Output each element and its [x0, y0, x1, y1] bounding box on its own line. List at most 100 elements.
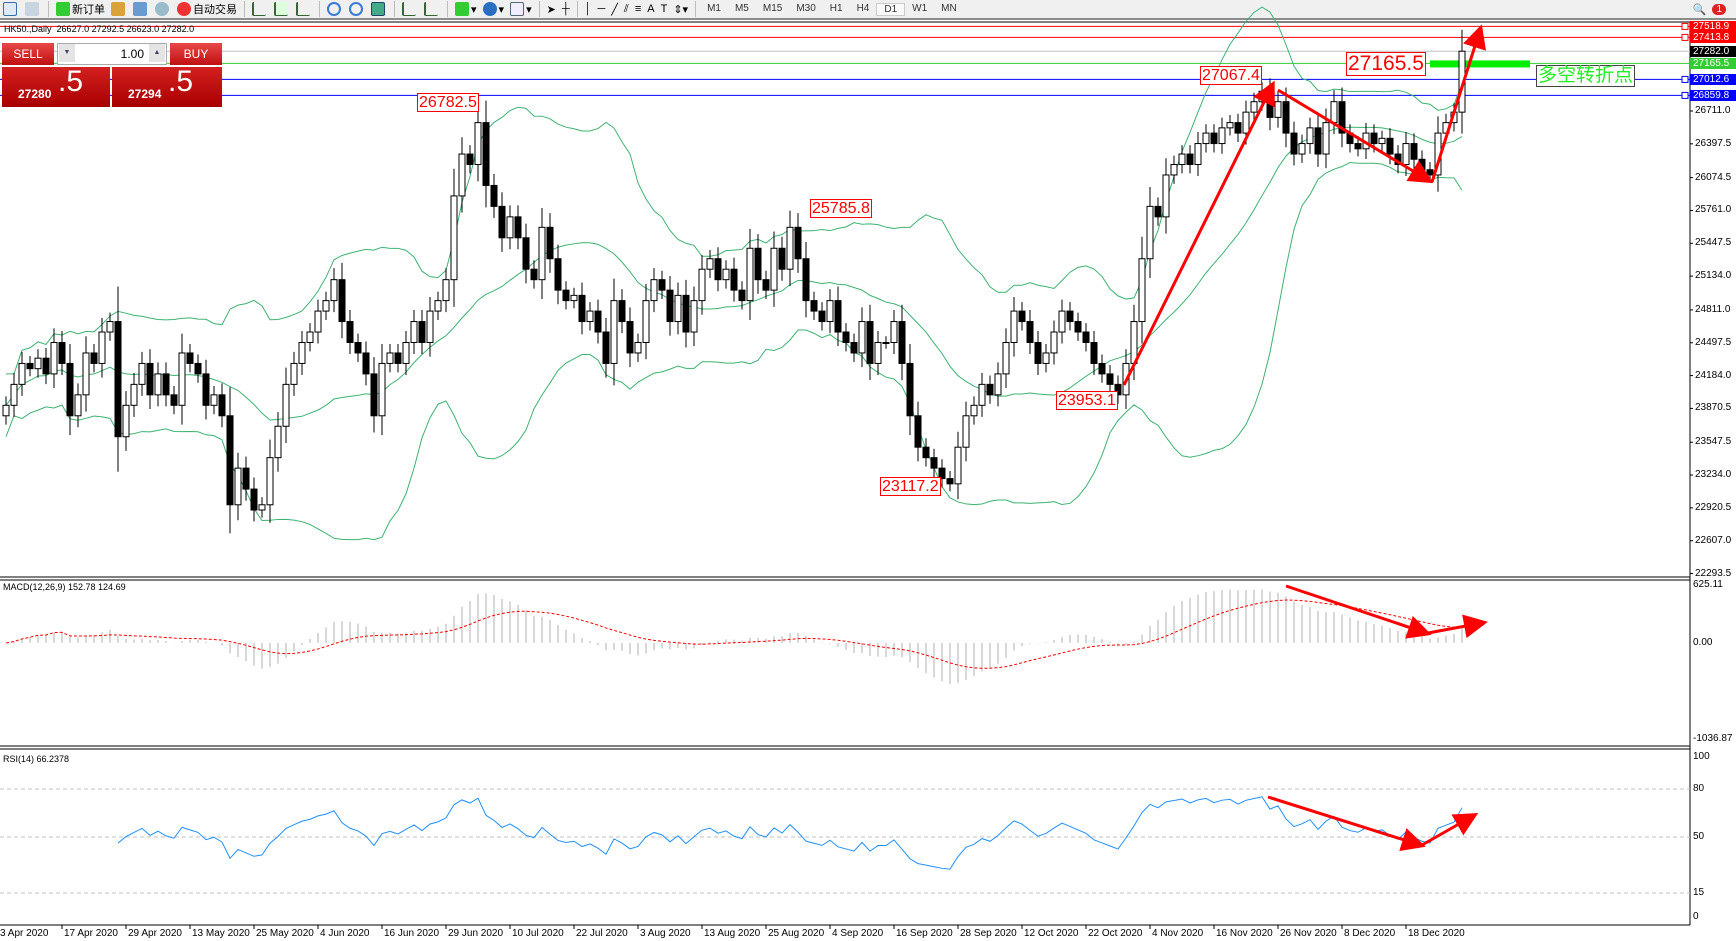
- candle-bear: [90, 352, 98, 364]
- channel-button[interactable]: ⫽: [624, 0, 629, 18]
- date-label: 13 May 2020: [192, 928, 250, 939]
- candle-bull: [234, 467, 242, 506]
- lot-increase-button[interactable]: ▲: [149, 44, 165, 62]
- search-button[interactable]: 🔍: [1693, 0, 1707, 18]
- sell-price[interactable]: 27280 .5: [2, 65, 110, 107]
- indicators-button[interactable]: ▾: [455, 0, 477, 18]
- candle-bull: [858, 321, 866, 354]
- date-label: 29 Jun 2020: [448, 928, 504, 939]
- candle-bull: [2, 404, 10, 417]
- line-chart-button[interactable]: [296, 0, 312, 18]
- candlestick-icon: [274, 2, 288, 16]
- timeframe-d1[interactable]: D1: [876, 2, 906, 16]
- candle-bear: [242, 467, 250, 490]
- autoscroll-icon: [424, 2, 438, 16]
- zoom-in-button[interactable]: [327, 0, 343, 18]
- candle-bear: [226, 415, 234, 506]
- text-button[interactable]: A: [647, 0, 654, 18]
- candle-bear: [1426, 169, 1434, 176]
- notifications-button[interactable]: 1: [1712, 0, 1726, 18]
- navigator-button[interactable]: [25, 0, 41, 18]
- macd-label: MACD(12,26,9) 152.78 124.69: [3, 582, 126, 592]
- buy-price[interactable]: 27294 .5: [112, 65, 222, 107]
- timeframe-w1[interactable]: W1: [912, 2, 928, 14]
- candle-bear: [1370, 132, 1378, 145]
- vertical-line-button[interactable]: │: [585, 0, 592, 18]
- bb-upper: [6, 6, 1463, 375]
- experts-button[interactable]: [111, 0, 127, 18]
- candle-bear: [522, 237, 530, 270]
- lot-size-input[interactable]: 1.00: [57, 43, 167, 65]
- price-label-high1[interactable]: 26782.5: [417, 93, 479, 112]
- cursor-icon: ➤: [546, 3, 556, 16]
- timeframe-mn[interactable]: MN: [941, 2, 957, 14]
- candle-bull: [330, 279, 338, 302]
- arrows-button[interactable]: ⇕▾: [673, 0, 688, 18]
- crosshair-button[interactable]: ┼: [562, 0, 570, 18]
- candle-bull: [34, 357, 42, 370]
- fibonacci-button[interactable]: ≡: [635, 0, 641, 18]
- horizontal-line-button[interactable]: ─: [597, 0, 605, 18]
- timeframe-m1[interactable]: M1: [707, 2, 721, 14]
- timeframe-m15[interactable]: M15: [762, 2, 783, 14]
- bar-chart-button[interactable]: [252, 0, 268, 18]
- rsi-tick: 80: [1693, 783, 1705, 794]
- candle-bull: [386, 352, 394, 364]
- candle-bull: [954, 446, 962, 485]
- sell-button[interactable]: SELL: [2, 43, 54, 65]
- candle-bull: [122, 404, 130, 438]
- market-button[interactable]: [133, 0, 149, 18]
- toolbar: 新订单 自动交易 ▾ ▾ ▾ ➤ ┼ │ ─ ╱ ⫽ ≡ A T ⇕▾ M1 M5…: [0, 0, 1736, 20]
- divider: [576, 1, 578, 17]
- price-label-high3[interactable]: 27067.4: [1200, 66, 1262, 85]
- pivot-text-label[interactable]: 多空转折点: [1536, 65, 1636, 87]
- candle-bear: [218, 394, 226, 417]
- candle-bull: [650, 279, 658, 302]
- price-label-high2[interactable]: 25785.8: [810, 199, 872, 218]
- date-label: 4 Nov 2020: [1152, 928, 1204, 939]
- chart-window-button[interactable]: [3, 0, 19, 18]
- zoom-out-button[interactable]: [349, 0, 365, 18]
- pivot-price-label[interactable]: 27165.5: [1346, 52, 1426, 76]
- date-label: 10 Jul 2020: [512, 928, 564, 939]
- candle-chart-button[interactable]: [274, 0, 290, 18]
- candle-bear: [1074, 321, 1082, 333]
- candle-bull: [722, 268, 730, 281]
- crosshair-icon: ┼: [561, 3, 570, 15]
- periods-button[interactable]: ▾: [482, 0, 504, 18]
- auto-trading-button[interactable]: 自动交易: [177, 0, 237, 18]
- candle-bull: [970, 404, 978, 417]
- trendline-button[interactable]: ╱: [611, 0, 618, 18]
- autoscroll-button[interactable]: [424, 0, 440, 18]
- candle-bull: [314, 310, 322, 333]
- fibonacci-icon: ≡: [634, 3, 642, 15]
- timeframe-m5[interactable]: M5: [734, 2, 749, 14]
- rsi-line: [117, 796, 1463, 870]
- text-label-button[interactable]: T: [661, 0, 668, 18]
- timeframe-h1[interactable]: H1: [829, 2, 843, 14]
- buy-button[interactable]: BUY: [170, 43, 222, 65]
- timeframe-m30[interactable]: M30: [796, 2, 816, 14]
- date-label: 28 Sep 2020: [960, 928, 1017, 939]
- candle-bear: [466, 153, 474, 166]
- template-icon: [510, 2, 525, 16]
- templates-button[interactable]: ▾: [510, 0, 532, 18]
- date-label: 25 Aug 2020: [768, 928, 825, 939]
- chart-shift-button[interactable]: [402, 0, 418, 18]
- auto-trading-label: 自动交易: [193, 4, 237, 16]
- lot-decrease-button[interactable]: ▼: [59, 44, 75, 62]
- signals-button[interactable]: [155, 0, 171, 18]
- new-order-button[interactable]: 新订单: [56, 0, 105, 18]
- candle-bear: [930, 457, 938, 469]
- price-label-low2[interactable]: 23953.1: [1056, 391, 1118, 410]
- cursor-button[interactable]: ➤: [547, 0, 556, 18]
- price-label-low1[interactable]: 23117.2: [880, 477, 941, 496]
- timeframe-h4[interactable]: H4: [856, 2, 870, 14]
- candle-bear: [626, 321, 634, 354]
- tile-windows-button[interactable]: [371, 0, 387, 18]
- channel-icon: ⫽: [623, 2, 629, 15]
- trendline-icon: ╱: [611, 3, 618, 16]
- price-tick: 25447.5: [1695, 237, 1732, 249]
- window-icon: [3, 2, 17, 16]
